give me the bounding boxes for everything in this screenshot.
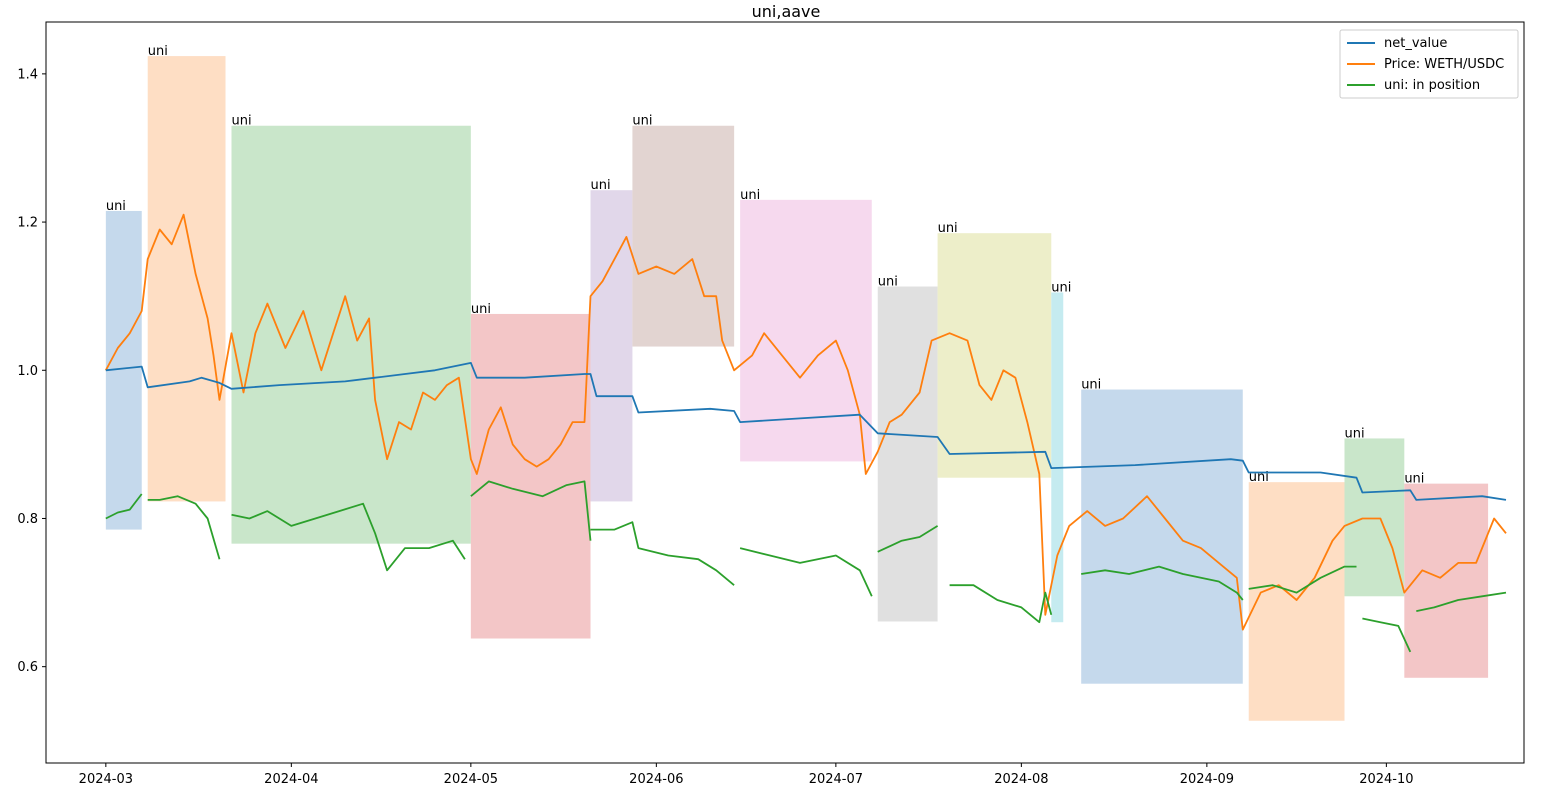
series-line-price-weth-usdc xyxy=(105,213,1507,631)
band-label-1: uni xyxy=(148,44,168,59)
position-band-11 xyxy=(1248,482,1345,721)
position-band-10 xyxy=(1081,389,1243,684)
position-band-9 xyxy=(1051,292,1064,623)
series-line-uni-in-position-2 xyxy=(231,502,466,572)
series-line-net-value xyxy=(105,362,1507,501)
series-line-uni-in-position-1 xyxy=(147,495,221,560)
position-band-6 xyxy=(740,199,872,462)
band-label-7: uni xyxy=(878,275,898,290)
band-label-13: uni xyxy=(1404,472,1424,487)
x-tick-label-4: 2024-07 xyxy=(809,772,863,787)
y-axis: 0.6 0.8 1.0 1.2 1.4 xyxy=(17,67,46,675)
plot-frame xyxy=(45,21,1525,764)
band-label-0: uni xyxy=(106,199,126,214)
position-band-13 xyxy=(1404,483,1489,678)
series-line-uni-in-position-9 xyxy=(1248,565,1357,594)
series-line-uni-in-position-7 xyxy=(949,584,1053,624)
x-axis: 2024-03 2024-04 2024-05 2024-06 2024-07 2024-… xyxy=(79,763,1414,787)
chart-title: uni,aave xyxy=(752,2,821,21)
legend-box xyxy=(1339,29,1519,99)
position-band-7 xyxy=(877,286,938,622)
x-tick-label-7: 2024-10 xyxy=(1359,772,1413,787)
legend-label-in-position: uni: in position xyxy=(1384,78,1480,93)
x-tick-label-5: 2024-08 xyxy=(994,772,1048,787)
legend-label-net-value: net_value xyxy=(1384,36,1447,51)
band-label-9: uni xyxy=(1051,280,1071,295)
series-line-uni-in-position-6 xyxy=(877,525,939,553)
position-band-4 xyxy=(590,190,633,502)
series-line-uni-in-position-4 xyxy=(590,521,735,586)
series-line-uni-in-position-10 xyxy=(1362,617,1412,653)
x-tick-label-6: 2024-09 xyxy=(1180,772,1234,787)
position-band-2 xyxy=(231,125,471,544)
band-label-11: uni xyxy=(1249,470,1269,485)
lines-layer xyxy=(105,213,1507,653)
position-band-1 xyxy=(147,56,226,502)
x-tick-label-3: 2024-06 xyxy=(629,772,683,787)
y-tick-label-3: 1.2 xyxy=(17,216,38,231)
x-tick-label-1: 2024-04 xyxy=(264,772,318,787)
legend: net_value Price: WETH/USDC uni: in posit… xyxy=(1339,29,1519,99)
band-label-6: uni xyxy=(740,188,760,203)
band-label-3: uni xyxy=(471,302,491,317)
band-label-4: uni xyxy=(591,178,611,193)
y-tick-label-1: 0.8 xyxy=(17,512,38,527)
band-label-10: uni xyxy=(1081,378,1101,393)
band-label-8: uni xyxy=(938,221,958,236)
y-tick-label-0: 0.6 xyxy=(17,660,38,675)
series-line-uni-in-position-0 xyxy=(105,493,143,520)
band-label-12: uni xyxy=(1344,426,1364,441)
bands-layer: uni uni uni uni uni uni uni uni uni uni uni uni uni u… xyxy=(105,44,1489,721)
position-band-3 xyxy=(470,313,591,639)
band-label-5: uni xyxy=(632,114,652,129)
x-tick-label-2: 2024-05 xyxy=(444,772,498,787)
position-band-8 xyxy=(937,233,1052,478)
band-label-2: uni xyxy=(231,114,251,129)
y-tick-label-2: 1.0 xyxy=(17,364,38,379)
series-line-uni-in-position-5 xyxy=(739,547,873,597)
series-line-uni-in-position-8 xyxy=(1081,565,1244,601)
position-band-12 xyxy=(1344,438,1405,597)
legend-label-price: Price: WETH/USDC xyxy=(1384,57,1504,72)
y-tick-label-4: 1.4 xyxy=(17,67,38,82)
series-line-uni-in-position-11 xyxy=(1416,591,1507,612)
series-line-uni-in-position-3 xyxy=(470,480,592,541)
x-tick-label-0: 2024-03 xyxy=(79,772,133,787)
